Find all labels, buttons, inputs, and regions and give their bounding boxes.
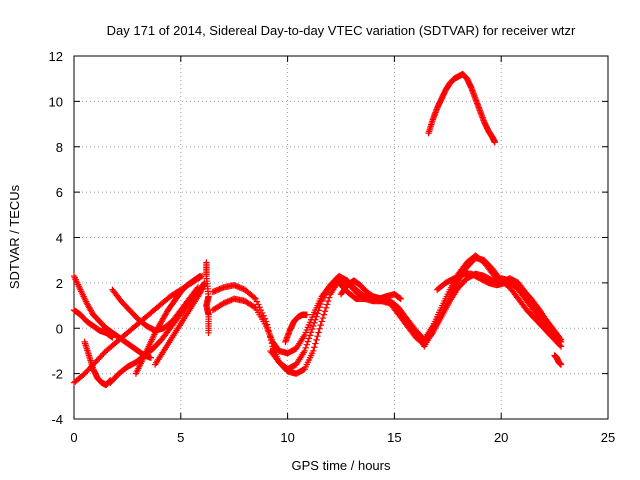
- data-point: [320, 311, 328, 318]
- x-tick-label: 20: [494, 430, 508, 445]
- data-point: [552, 330, 559, 337]
- data-point: [319, 314, 327, 322]
- y-tick-label: 2: [56, 276, 63, 291]
- data-point: [304, 338, 312, 345]
- series-satellite-arc-16: [433, 270, 560, 339]
- data-point: [318, 318, 325, 325]
- data-point: [306, 332, 314, 339]
- data-point: [311, 319, 318, 327]
- y-tick-label: -4: [51, 412, 63, 427]
- data-point: [316, 304, 323, 311]
- data-point: [312, 316, 319, 323]
- data-point: [147, 354, 155, 361]
- x-tick-label: 25: [601, 430, 615, 445]
- data-point: [317, 321, 324, 329]
- data-point: [314, 332, 321, 340]
- data-point: [310, 347, 317, 355]
- data-point: [313, 313, 320, 320]
- data-point: [310, 322, 317, 330]
- chart-title: Day 171 of 2014, Sidereal Day-to-day VTE…: [107, 23, 576, 38]
- data-point: [491, 139, 498, 146]
- data-point: [253, 298, 261, 305]
- data-point: [326, 294, 333, 301]
- data-points: [70, 70, 565, 389]
- y-tick-label: 6: [56, 185, 63, 200]
- series-satellite-arc-9: [203, 259, 212, 336]
- y-tick-label: 4: [56, 231, 63, 246]
- x-tick-label: 10: [280, 430, 294, 445]
- data-point: [205, 329, 212, 336]
- data-point: [315, 307, 322, 314]
- x-tick-label: 5: [177, 430, 184, 445]
- data-point: [553, 331, 560, 339]
- data-point: [322, 304, 330, 312]
- y-tick-label: 8: [56, 140, 63, 155]
- series-satellite-arc-14: [337, 277, 405, 302]
- data-point: [317, 300, 324, 308]
- data-point: [303, 341, 311, 348]
- series-satellite-arc-15: [425, 70, 498, 146]
- axis-ticks: 0 5 10 15 20 25 -4 -2 0 2 4 6 8 10 12: [49, 49, 616, 445]
- data-point: [302, 344, 309, 352]
- data-point: [323, 301, 331, 308]
- y-tick-label: 0: [56, 321, 63, 336]
- x-tick-label: 15: [387, 430, 401, 445]
- data-point: [308, 325, 316, 333]
- y-tick-label: 10: [49, 94, 63, 109]
- series-satellite-arc-7: [132, 272, 204, 377]
- data-point: [252, 295, 259, 302]
- x-axis-label: GPS time / hours: [292, 458, 391, 473]
- data-point: [321, 308, 329, 315]
- data-point: [313, 336, 320, 344]
- y-tick-label: 12: [49, 49, 63, 64]
- data-point: [324, 297, 332, 305]
- data-point: [303, 311, 311, 318]
- data-point: [315, 329, 322, 336]
- data-point: [314, 310, 321, 317]
- data-point: [305, 335, 313, 342]
- data-point: [255, 301, 262, 308]
- series-satellite-arc-13: [282, 311, 311, 346]
- data-point: [196, 272, 204, 280]
- data-point: [109, 334, 116, 341]
- series-satellite-arc-8: [151, 281, 208, 368]
- data-point: [397, 295, 405, 302]
- data-point: [557, 343, 565, 350]
- data-point: [311, 344, 318, 351]
- data-point: [301, 347, 308, 355]
- x-tick-label: 0: [70, 430, 77, 445]
- data-point: [556, 342, 564, 349]
- series-satellite-arc-17: [551, 352, 565, 368]
- y-tick-label: -2: [51, 367, 63, 382]
- data-point: [312, 340, 319, 347]
- data-point: [201, 281, 208, 289]
- data-point: [557, 336, 565, 343]
- data-point: [316, 325, 323, 333]
- data-point: [556, 334, 564, 342]
- data-point: [251, 294, 258, 301]
- y-axis-label: SDTVAR / TECUs: [7, 184, 22, 289]
- series-satellite-arc-3: [70, 306, 116, 341]
- data-point: [307, 329, 315, 336]
- data-point: [557, 361, 565, 368]
